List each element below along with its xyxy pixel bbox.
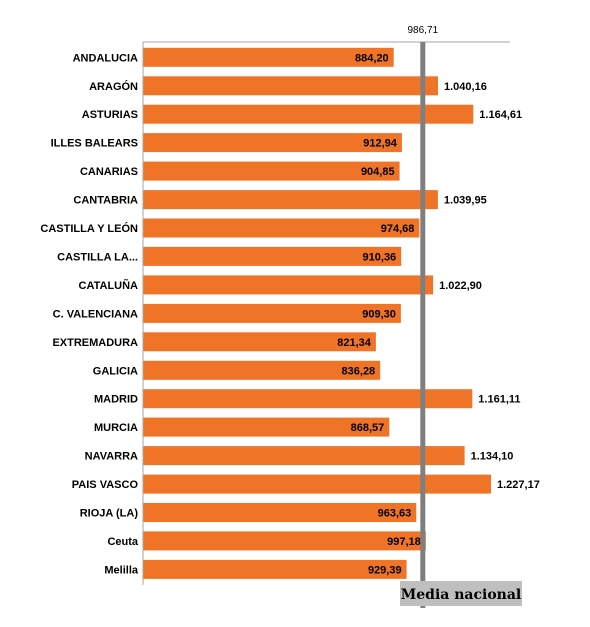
value-label: 1.022,90 <box>439 280 482 292</box>
value-label: 997,18 <box>387 536 421 548</box>
category-label: CANTABRIA <box>73 195 138 207</box>
bar <box>143 531 426 551</box>
category-label: GALICIA <box>93 365 138 377</box>
bar <box>143 417 390 437</box>
category-label: PAIS VASCO <box>72 479 139 491</box>
bar <box>143 218 420 238</box>
bar <box>143 503 417 522</box>
category-label: MADRID <box>94 394 138 406</box>
bar <box>143 474 491 494</box>
value-label: 904,85 <box>361 166 395 178</box>
category-label: NAVARRA <box>85 451 138 463</box>
value-label: 1.227,17 <box>497 479 540 491</box>
value-label: 963,63 <box>378 508 412 520</box>
bar <box>143 133 402 153</box>
category-label: MURCIA <box>94 422 138 434</box>
legend-box <box>400 581 522 606</box>
bar <box>143 190 438 210</box>
value-label: 909,30 <box>362 308 396 320</box>
category-label: CASTILLA Y LEÓN <box>40 222 138 235</box>
reference-line-label: 986,71 <box>408 25 439 36</box>
legend-label: Media nacional <box>401 587 521 603</box>
value-label: 1.134,10 <box>471 451 514 463</box>
category-label: Melilla <box>104 564 139 576</box>
bar <box>143 559 407 579</box>
bar <box>143 76 438 96</box>
category-label: CANARIAS <box>80 166 138 178</box>
value-label: 974,68 <box>381 223 415 235</box>
category-label: CATALUÑA <box>79 279 139 292</box>
bar <box>143 332 376 352</box>
bar <box>143 446 465 466</box>
category-label: ARAGÓN <box>89 80 138 93</box>
bar <box>143 389 473 409</box>
bar <box>143 246 402 266</box>
value-label: 1.164,61 <box>479 109 522 121</box>
category-label: Ceuta <box>107 536 138 548</box>
bars-layer <box>143 47 491 579</box>
category-label: CASTILLA LA... <box>57 251 138 263</box>
category-label: ASTURIAS <box>82 109 138 121</box>
value-label: 1.161,11 <box>478 394 520 406</box>
value-label: 929,39 <box>368 564 402 576</box>
value-label: 884,20 <box>355 52 389 64</box>
value-label: 868,57 <box>351 422 385 434</box>
value-label: 1.039,95 <box>444 195 487 207</box>
value-label: 910,36 <box>363 251 397 263</box>
labels-layer: ANDALUCIA 884,20 ARAGÓN 1.040,16 ASTURIAS 1.1… <box>40 52 539 576</box>
value-label: 912,94 <box>363 138 398 150</box>
bar <box>143 360 381 380</box>
category-label: RIOJA (LA) <box>80 508 139 520</box>
bar <box>143 275 434 295</box>
category-label: C. VALENCIANA <box>53 308 138 320</box>
bar <box>143 303 401 323</box>
value-label: 1.040,16 <box>444 81 487 93</box>
bar <box>143 161 400 181</box>
bar <box>143 104 474 124</box>
category-label: EXTREMADURA <box>52 337 138 349</box>
category-label: ANDALUCIA <box>73 52 138 64</box>
bar <box>143 47 394 67</box>
value-label: 836,28 <box>342 365 376 377</box>
value-label: 821,34 <box>337 337 372 349</box>
category-label: ILLES BALEARS <box>51 138 138 150</box>
